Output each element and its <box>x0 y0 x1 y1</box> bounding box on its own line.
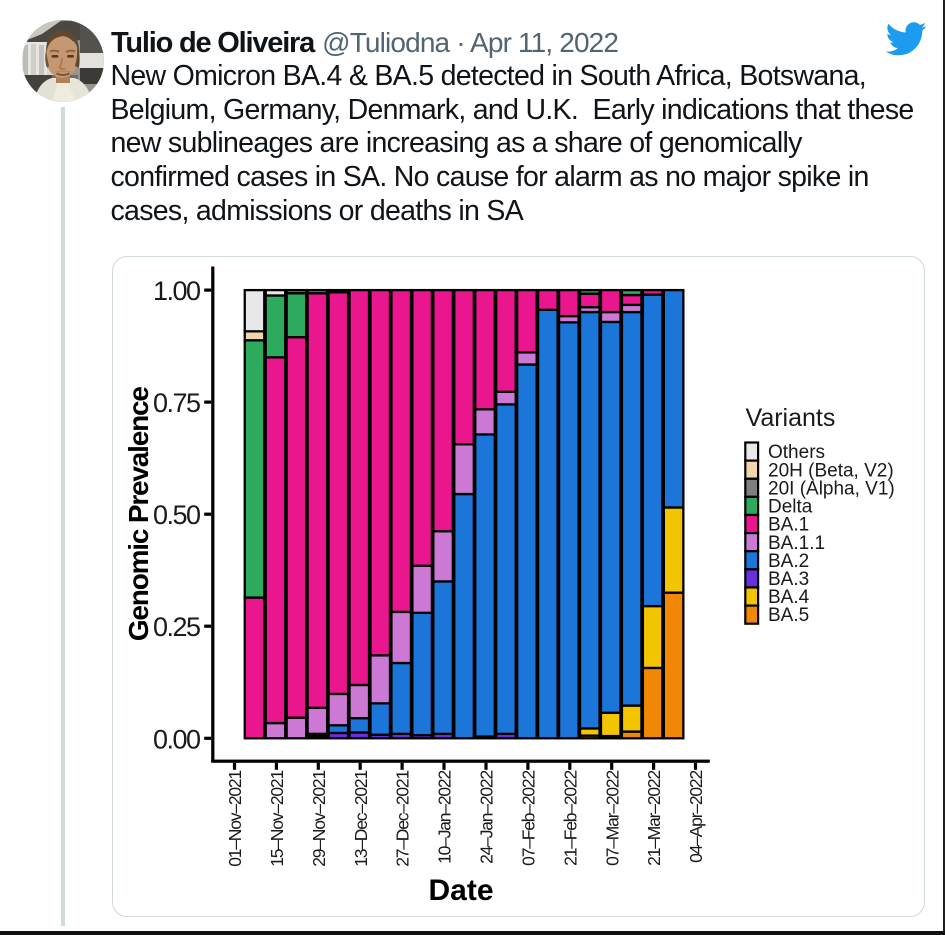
svg-text:01–Nov–2021: 01–Nov–2021 <box>225 771 245 867</box>
svg-text:BA.5: BA.5 <box>768 605 809 626</box>
svg-text:07–Mar–2022: 07–Mar–2022 <box>602 771 622 866</box>
svg-text:10–Jan–2022: 10–Jan–2022 <box>435 771 455 864</box>
svg-text:Others: Others <box>768 442 825 463</box>
svg-text:04–Apr–2022: 04–Apr–2022 <box>686 771 706 863</box>
svg-text:0.00: 0.00 <box>153 724 200 754</box>
svg-text:0.25: 0.25 <box>153 612 200 642</box>
svg-text:20I (Alpha, V1): 20I (Alpha, V1) <box>768 478 895 499</box>
svg-text:Genomic Prevalence: Genomic Prevalence <box>123 387 154 642</box>
svg-text:Variants: Variants <box>746 404 836 432</box>
svg-text:27–Dec–2021: 27–Dec–2021 <box>393 771 413 867</box>
svg-text:BA.3: BA.3 <box>768 569 809 590</box>
svg-text:BA.1: BA.1 <box>768 515 809 536</box>
svg-text:29–Nov–2021: 29–Nov–2021 <box>309 771 329 867</box>
svg-text:21–Mar–2022: 21–Mar–2022 <box>644 771 664 866</box>
svg-text:Date: Date <box>428 874 493 907</box>
svg-text:BA.1.1: BA.1.1 <box>768 533 825 554</box>
svg-text:07–Feb–2022: 07–Feb–2022 <box>519 771 539 866</box>
svg-text:0.75: 0.75 <box>153 388 200 418</box>
svg-text:21–Feb–2022: 21–Feb–2022 <box>560 771 580 866</box>
svg-text:0.50: 0.50 <box>153 500 200 530</box>
svg-text:24–Jan–2022: 24–Jan–2022 <box>477 771 497 864</box>
svg-text:15–Nov–2021: 15–Nov–2021 <box>267 771 287 867</box>
svg-text:BA.4: BA.4 <box>768 587 810 608</box>
svg-text:13–Dec–2021: 13–Dec–2021 <box>351 771 371 867</box>
svg-text:20H (Beta, V2): 20H (Beta, V2) <box>768 460 894 481</box>
svg-text:Delta: Delta <box>768 497 813 518</box>
svg-text:BA.2: BA.2 <box>768 551 809 572</box>
svg-text:1.00: 1.00 <box>153 276 200 306</box>
